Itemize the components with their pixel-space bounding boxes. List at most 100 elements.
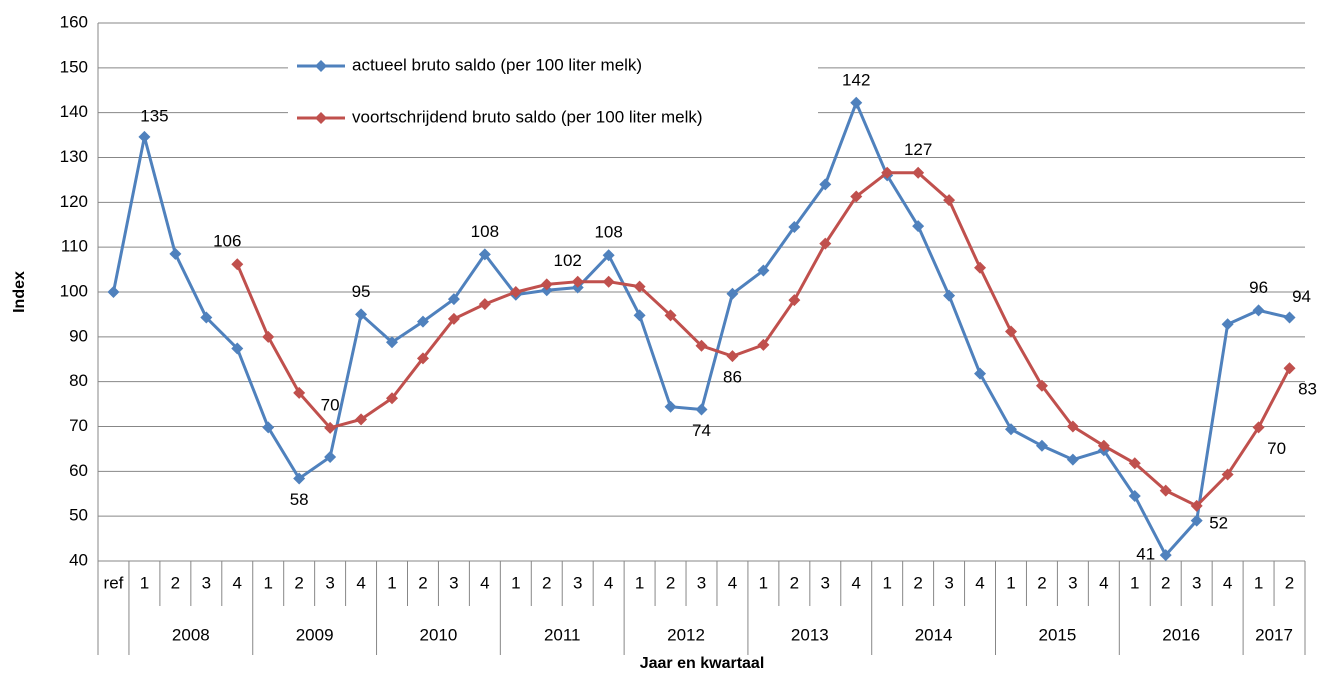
marker [355, 413, 368, 426]
x-tick-label: 1 [511, 573, 520, 592]
y-tick-label: 80 [69, 371, 88, 390]
marker [1190, 514, 1203, 527]
data-label: 108 [471, 222, 499, 241]
x-group-label: 2010 [420, 625, 458, 644]
x-tick-label: 2 [1285, 573, 1294, 592]
x-group-label: 2013 [791, 625, 829, 644]
x-tick-label: 3 [449, 573, 458, 592]
marker [943, 194, 956, 207]
marker [757, 338, 770, 351]
legend-label: voortschrijdend bruto saldo (per 100 lit… [352, 107, 703, 126]
data-label: 135 [140, 106, 168, 125]
y-tick-label: 90 [69, 326, 88, 345]
x-tick-label: 2 [171, 573, 180, 592]
x-tick-label: 4 [852, 573, 861, 592]
x-group-label: 2015 [1038, 625, 1076, 644]
x-tick-label: 4 [604, 573, 613, 592]
x-tick-label: 3 [1068, 573, 1077, 592]
marker [478, 248, 491, 261]
marker [1066, 453, 1079, 466]
x-tick-label: 4 [233, 573, 242, 592]
data-label: 106 [213, 232, 241, 251]
y-tick-label: 110 [61, 237, 88, 256]
marker [726, 350, 739, 363]
marker [169, 247, 182, 260]
marker [324, 421, 337, 434]
marker [1252, 304, 1265, 317]
x-tick-label: 3 [944, 573, 953, 592]
marker [386, 336, 399, 349]
marker [1221, 318, 1234, 331]
x-tick-label: 2 [542, 573, 551, 592]
marker [138, 130, 151, 143]
data-label: 95 [352, 282, 371, 301]
marker [1004, 325, 1017, 338]
marker [293, 386, 306, 399]
marker [1035, 379, 1048, 392]
x-tick-label: 1 [1006, 573, 1015, 592]
marker [447, 312, 460, 325]
x-tick-label: 1 [1254, 573, 1263, 592]
legend-box [288, 44, 818, 134]
marker [1128, 457, 1141, 470]
marker [478, 298, 491, 311]
marker [416, 352, 429, 365]
x-tick-label: 2 [913, 573, 922, 592]
x-group-label: 2014 [915, 625, 953, 644]
x-tick-label: 2 [294, 573, 303, 592]
x-group-label: 2011 [544, 625, 581, 644]
y-tick-label: 70 [69, 416, 88, 435]
x-tick-label: 1 [759, 573, 768, 592]
marker [386, 392, 399, 405]
data-label: 142 [842, 70, 870, 89]
x-group-label: 2009 [296, 625, 334, 644]
y-axis-title: Index [11, 271, 28, 313]
marker [509, 286, 522, 298]
legend: actueel bruto saldo (per 100 liter melk)… [288, 44, 818, 134]
marker [912, 166, 925, 179]
marker [850, 96, 863, 109]
marker [416, 315, 429, 328]
x-tick-label: 1 [263, 573, 272, 592]
marker [1004, 423, 1017, 436]
x-tick-label: 3 [821, 573, 830, 592]
marker [695, 403, 708, 416]
marker [757, 264, 770, 277]
data-label: 58 [290, 490, 309, 509]
marker [850, 190, 863, 203]
marker [1221, 468, 1234, 481]
data-label: 83 [1298, 380, 1317, 399]
marker [695, 339, 708, 352]
x-tick-label: 1 [882, 573, 891, 592]
x-tick-label: 2 [666, 573, 675, 592]
legend-label: actueel bruto saldo (per 100 liter melk) [352, 55, 642, 74]
marker [571, 275, 584, 288]
marker [881, 166, 894, 179]
marker [1128, 489, 1141, 502]
marker [788, 294, 801, 307]
marker [1159, 549, 1172, 562]
marker [912, 220, 925, 233]
marker [1283, 362, 1296, 375]
marker [1159, 484, 1172, 497]
y-tick-label: 150 [60, 57, 88, 76]
legend-marker [315, 60, 327, 72]
y-tick-label: 40 [69, 550, 88, 569]
marker [1035, 439, 1048, 452]
x-tick-label: 1 [140, 573, 149, 592]
marker [293, 472, 306, 485]
x-tick-label: 4 [356, 573, 365, 592]
marker [231, 342, 244, 355]
data-label: 70 [1267, 439, 1286, 458]
y-tick-label: 140 [60, 102, 88, 121]
x-tick-label: 4 [1223, 573, 1232, 592]
marker [1252, 421, 1265, 434]
y-tick-label: 50 [69, 506, 88, 525]
marker [633, 280, 646, 293]
y-tick-label: 100 [60, 281, 88, 300]
x-group-label: 2016 [1162, 625, 1200, 644]
y-tick-label: 120 [60, 192, 88, 211]
x-tick-label: 1 [387, 573, 396, 592]
marker [819, 237, 832, 250]
